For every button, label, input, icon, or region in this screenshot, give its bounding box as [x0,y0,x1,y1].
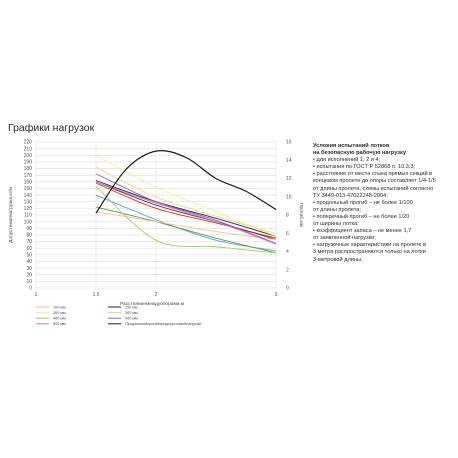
y-tick-label: 110 [24,213,32,219]
y2-tick-label: 6 [286,231,289,237]
x-tick-label: 3 [275,292,278,298]
y-tick-label: 60 [26,246,32,252]
test-condition-line: от ширины лотка; [313,221,359,228]
series-line [95,166,277,235]
y-tick-label: 30 [26,266,32,272]
series-line [95,154,277,237]
y2-tick-label: 8 [286,213,289,219]
y-tick-label: 40 [26,259,32,265]
legend-label: 400 мм [125,317,138,321]
heading-line: на безопасную рабочую нагрузку [313,150,406,157]
y-tick-label: 170 [24,173,33,179]
test-conditions: Условия испытаний лотков на безопасную р… [313,143,455,264]
legend-label: 150 мм [125,305,138,309]
test-conditions-heading: Условия испытаний лотков на безопасную р… [313,143,455,157]
test-condition-line: • для исполнений 1, 2 и 4; [313,157,381,164]
y-tick-label: 140 [24,193,33,199]
test-condition-line: 3-метровой длины. [313,256,363,263]
legend-label: 100 мм [53,305,66,309]
test-condition-line: ТУ 3449-013-47022248-2004; [313,192,388,199]
y2-tick-label: 16 [286,140,292,146]
y-tick-label: 160 [24,180,33,186]
test-condition-line: • нагрузочные характеристики на пролете … [313,242,427,249]
y-tick-label: 100 [24,219,33,225]
y-tick-label: 70 [26,239,32,245]
legend-label: 500 мм [53,322,66,326]
test-condition-line: • расстояние от места стыка прямых секци… [313,171,433,178]
y2-tick-label: 4 [286,249,289,255]
x-tick-label: 1.5 [93,292,100,298]
y-axis-label: Допустимаянагрузка,кг/м [8,187,14,243]
y2-tick-label: 14 [286,158,292,164]
test-conditions-list: • для исполнений 1, 2 и 4; • испытания по… [313,157,455,263]
series-line [95,181,277,240]
heading-line: Условия испытаний лотков [313,143,390,149]
series-line [95,180,277,237]
test-condition-line: • продольный прогиб – не более 1/100 [313,199,413,206]
y-tick-label: 220 [24,140,33,146]
x-tick-label: 1 [35,292,38,298]
legend-label: Продольныйпрогибпридопустимойнагрузке [125,322,201,326]
series-line [95,150,277,214]
y-tick-label: 90 [26,226,32,232]
y2-tick-label: 0 [286,286,289,292]
chart-axes: 0102030405060708090100110120130140150160… [8,140,304,307]
x-tick-label: 2 [155,292,158,298]
y-tick-label: 200 [24,153,33,159]
legend-label: 400 мм [53,317,66,321]
legend-label: 200 мм [53,311,66,315]
legend-label: 300 мм [125,311,138,315]
series-line [95,181,277,245]
test-condition-line: • поперечный прогиб – не более 1/20 [313,213,410,220]
series-line [95,211,277,241]
y-tick-label: 50 [26,253,32,259]
series-line [95,173,277,244]
y-tick-label: 190 [24,160,33,166]
y-tick-label: 150 [24,186,33,192]
y-tick-label: 210 [24,146,33,152]
chart-series [95,150,277,254]
test-condition-line: • коэффициент запаса – не менее 1,7 [313,228,412,235]
test-condition-line: от длины пролета; [313,206,361,213]
y-tick-label: 180 [24,166,33,172]
y-tick-label: 120 [24,206,33,212]
y-tick-label: 80 [26,233,32,239]
x-axis-label: Расстояниемеждуопорами,м [120,301,184,307]
series-line [95,194,277,252]
y2-tick-label: 10 [286,194,292,200]
page-title: Графики нагрузок [8,122,95,134]
series-line [95,186,277,254]
test-condition-line: • испытания по ГОСТ Р 52868 п. 10.3.3; [313,164,416,171]
test-condition-line: от длины пролета, схемы испытаний соглас… [313,185,434,192]
y2-tick-label: 12 [286,176,292,182]
test-condition-line: концевом пролете до опоры составляет 1/4… [313,178,436,185]
y-tick-label: 10 [26,279,32,285]
chart-grid [35,141,277,289]
y-tick-label: 0 [29,286,32,292]
y-tick-label: 20 [26,272,32,278]
y2-tick-label: 2 [286,267,289,273]
test-condition-line: от заявленной нагрузки; [313,235,376,242]
y-tick-label: 130 [24,199,33,205]
test-condition-line: 3 метра распространяются только на лотки [313,249,426,256]
y2-axis-label: Прогиб,мм [298,203,304,227]
